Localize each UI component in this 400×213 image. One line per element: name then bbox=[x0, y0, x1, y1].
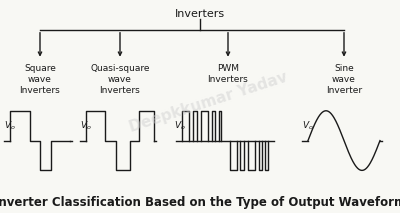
Text: Inverter Classification Based on the Type of Output Waveform: Inverter Classification Based on the Typ… bbox=[0, 196, 400, 209]
Text: $V_o$: $V_o$ bbox=[80, 119, 92, 132]
Text: $V_o$: $V_o$ bbox=[174, 119, 186, 132]
Text: Sine
wave
Inverter: Sine wave Inverter bbox=[326, 64, 362, 95]
Text: Quasi-square
wave
Inverters: Quasi-square wave Inverters bbox=[90, 64, 150, 95]
Text: Deepkkumar Yadav: Deepkkumar Yadav bbox=[127, 69, 289, 135]
Text: Square
wave
Inverters: Square wave Inverters bbox=[20, 64, 60, 95]
Text: PWM
Inverters: PWM Inverters bbox=[208, 64, 248, 84]
Text: Inverters: Inverters bbox=[175, 9, 225, 19]
Text: $V_o$: $V_o$ bbox=[302, 119, 314, 132]
Text: $V_o$: $V_o$ bbox=[4, 119, 16, 132]
